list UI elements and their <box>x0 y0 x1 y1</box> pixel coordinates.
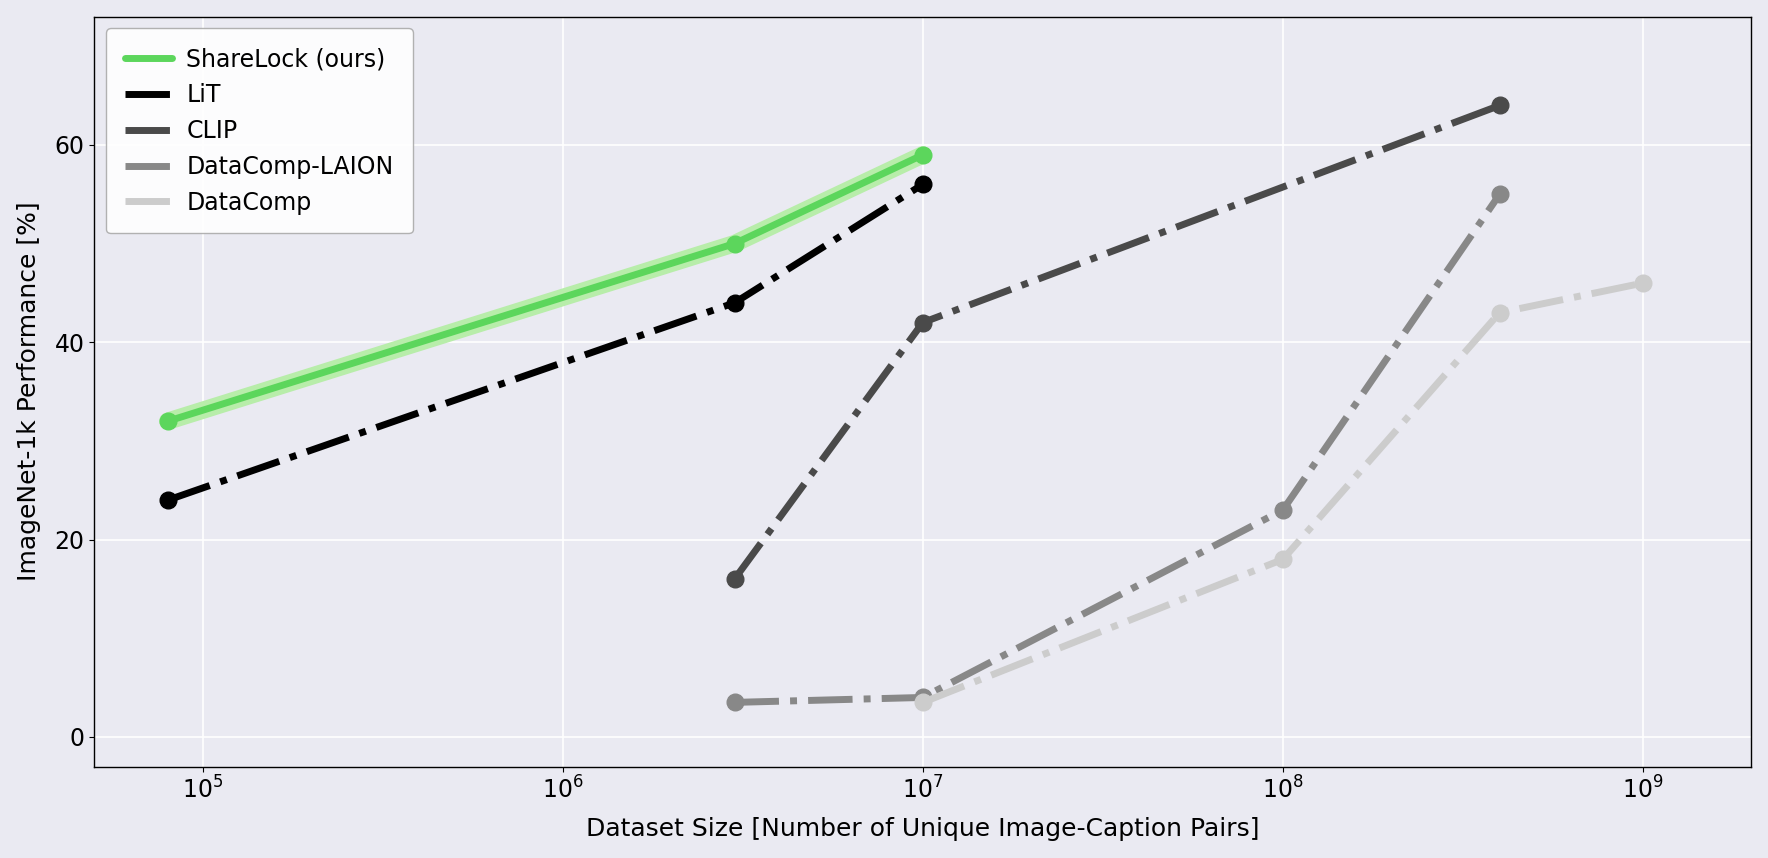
Line: CLIP: CLIP <box>727 97 1508 588</box>
Line: LiT: LiT <box>159 176 932 509</box>
Y-axis label: ImageNet-1k Performance [%]: ImageNet-1k Performance [%] <box>16 202 41 582</box>
DataComp <box>1489 307 1510 317</box>
Line: DataComp-LAION: DataComp-LAION <box>727 186 1508 710</box>
DataComp-LAION <box>1489 189 1510 199</box>
DataComp <box>1632 278 1653 288</box>
Line: ShareLock (ours): ShareLock (ours) <box>159 147 932 430</box>
LiT <box>723 298 744 308</box>
LiT <box>157 495 179 505</box>
DataComp-LAION <box>1273 505 1294 515</box>
LiT <box>912 179 934 190</box>
ShareLock (ours) <box>912 149 934 160</box>
X-axis label: Dataset Size [Number of Unique Image-Caption Pairs]: Dataset Size [Number of Unique Image-Cap… <box>585 818 1259 842</box>
Legend: ShareLock (ours), LiT, CLIP, DataComp-LAION, DataComp: ShareLock (ours), LiT, CLIP, DataComp-LA… <box>106 28 412 233</box>
CLIP <box>912 317 934 328</box>
DataComp-LAION <box>723 698 744 708</box>
DataComp-LAION <box>912 692 934 703</box>
DataComp <box>912 698 934 708</box>
Line: DataComp: DataComp <box>914 275 1651 710</box>
DataComp <box>1273 554 1294 565</box>
ShareLock (ours) <box>157 416 179 426</box>
ShareLock (ours) <box>723 239 744 249</box>
CLIP <box>723 574 744 584</box>
CLIP <box>1489 100 1510 111</box>
